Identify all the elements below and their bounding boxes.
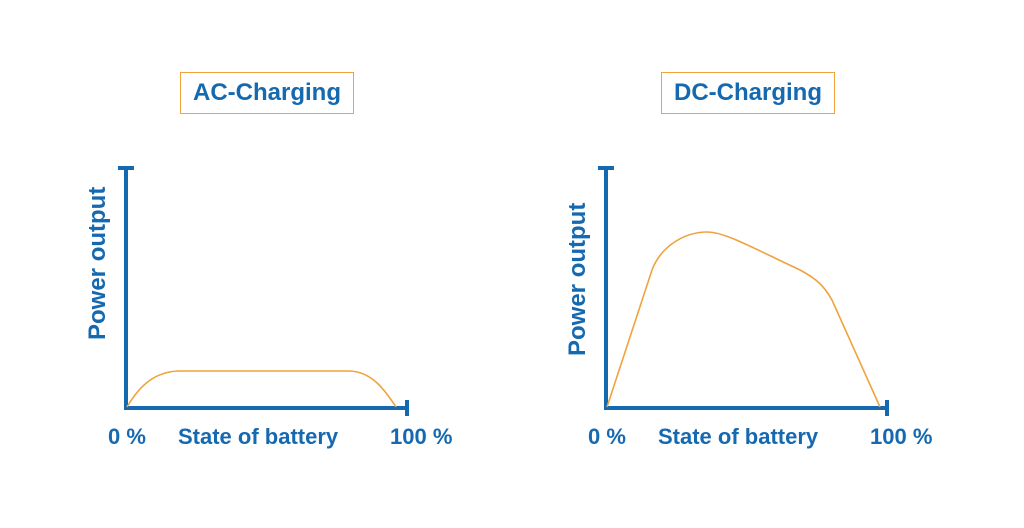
ac-x-start-label: 0 % — [108, 424, 146, 449]
dc-x-end-label: 100 % — [870, 424, 933, 449]
ac-charging-title: AC-Charging — [180, 72, 354, 114]
dc-y-axis-label: Power output — [564, 202, 591, 356]
ac-y-axis-label: Power output — [84, 186, 111, 340]
dc-charging-title: DC-Charging — [661, 72, 835, 114]
dc-charging-plot — [598, 166, 889, 416]
dc-power-curve — [606, 231, 881, 408]
dc-x-axis-label: State of battery — [658, 424, 819, 449]
ac-x-end-label: 100 % — [390, 424, 453, 449]
dc-charging-panel: DC-Charging Power output 0 % State of ba… — [512, 0, 1024, 528]
dc-x-start-label: 0 % — [588, 424, 626, 449]
ac-charging-plot — [118, 166, 409, 416]
ac-charging-panel: AC-Charging Power output 0 % State of ba… — [84, 72, 453, 449]
ac-power-curve — [126, 370, 397, 408]
ac-x-axis-label: State of battery — [178, 424, 339, 449]
